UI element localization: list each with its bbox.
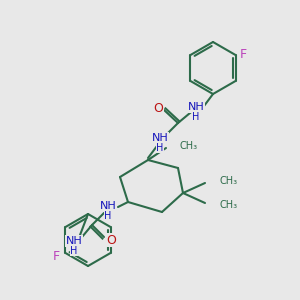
Text: NH: NH — [188, 102, 204, 112]
Text: CH₃: CH₃ — [219, 176, 237, 186]
Text: CH₃: CH₃ — [219, 200, 237, 210]
Text: H: H — [70, 246, 78, 256]
Text: NH: NH — [100, 201, 116, 211]
Text: H: H — [156, 143, 164, 153]
Text: F: F — [240, 49, 247, 62]
Text: H: H — [192, 112, 200, 122]
Text: F: F — [53, 250, 60, 262]
Text: NH: NH — [152, 133, 168, 143]
Text: CH₃: CH₃ — [180, 141, 198, 151]
Text: H: H — [104, 211, 112, 221]
Text: O: O — [153, 103, 163, 116]
Text: NH: NH — [66, 236, 83, 246]
Text: O: O — [106, 233, 116, 247]
